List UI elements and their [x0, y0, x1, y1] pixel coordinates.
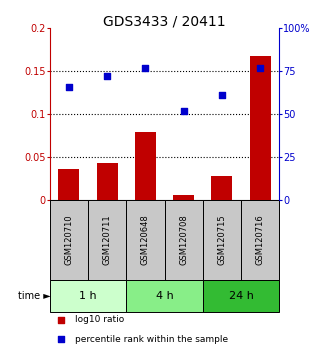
Point: [59, 317, 64, 322]
Title: GDS3433 / 20411: GDS3433 / 20411: [103, 14, 226, 28]
Bar: [58, 169, 79, 200]
Point: [143, 65, 148, 70]
Bar: [241, 200, 279, 280]
Bar: [50, 200, 88, 280]
Bar: [50, 280, 126, 312]
Bar: [97, 163, 118, 200]
Bar: [88, 200, 126, 280]
Text: time ►: time ►: [18, 291, 50, 301]
Text: GSM120716: GSM120716: [256, 215, 265, 265]
Point: [219, 92, 224, 98]
Bar: [164, 200, 203, 280]
Text: GSM120711: GSM120711: [103, 215, 112, 265]
Text: GSM120648: GSM120648: [141, 215, 150, 265]
Text: GSM120715: GSM120715: [217, 215, 226, 265]
Text: 4 h: 4 h: [156, 291, 173, 301]
Point: [66, 84, 72, 90]
Text: 1 h: 1 h: [79, 291, 97, 301]
Point: [181, 108, 186, 113]
Text: GSM120710: GSM120710: [65, 215, 74, 265]
Bar: [203, 200, 241, 280]
Point: [105, 74, 110, 79]
Bar: [126, 200, 164, 280]
Text: GSM120708: GSM120708: [179, 215, 188, 265]
Bar: [203, 280, 279, 312]
Bar: [135, 132, 156, 200]
Text: 24 h: 24 h: [229, 291, 254, 301]
Bar: [250, 56, 271, 200]
Bar: [211, 176, 232, 200]
Bar: [173, 195, 194, 200]
Point: [59, 336, 64, 342]
Bar: [126, 280, 203, 312]
Text: percentile rank within the sample: percentile rank within the sample: [75, 335, 228, 344]
Text: log10 ratio: log10 ratio: [75, 315, 124, 324]
Point: [257, 65, 263, 70]
